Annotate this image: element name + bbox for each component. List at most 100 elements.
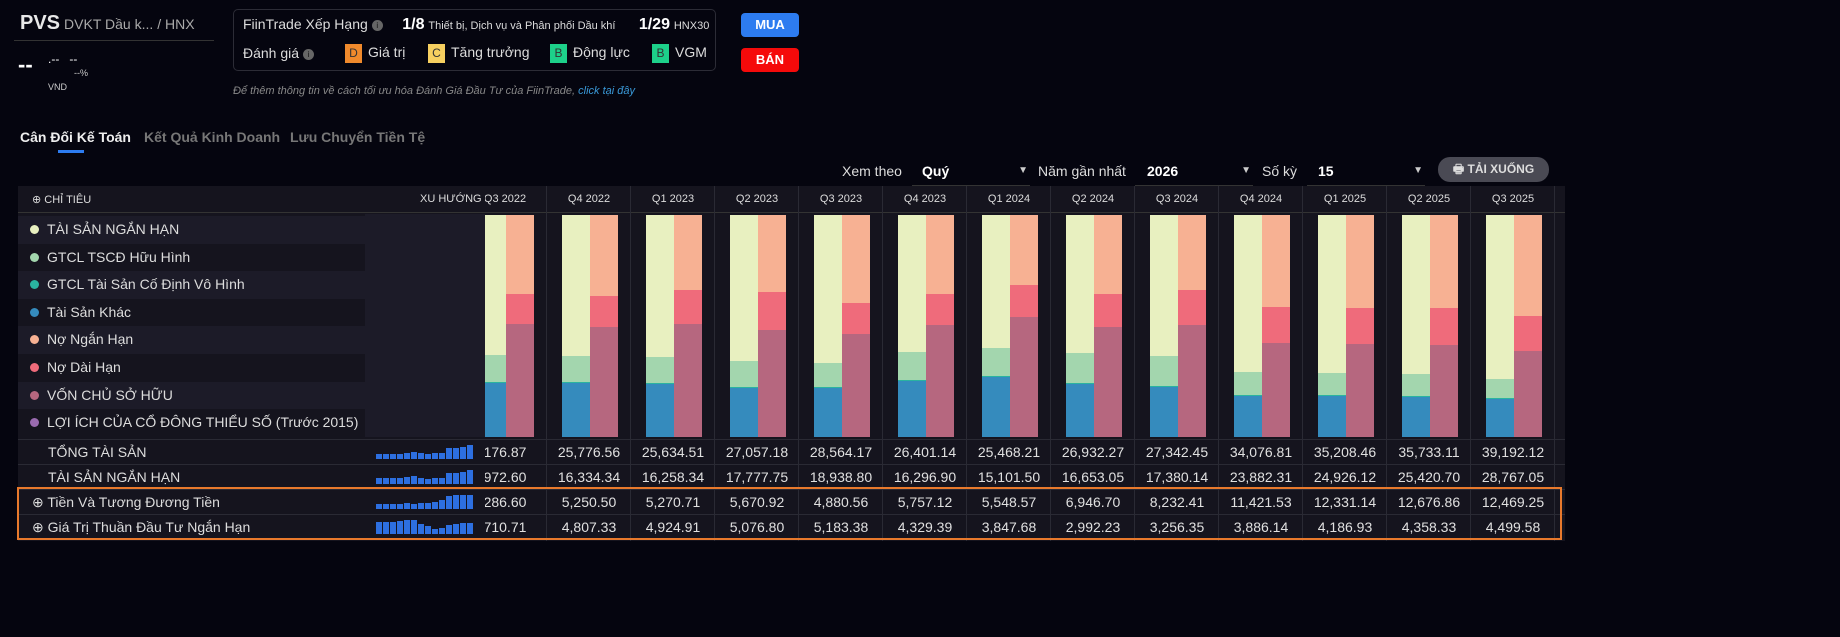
assets-bar[interactable] [982, 215, 1010, 437]
segment-other-assets[interactable] [1066, 383, 1094, 437]
buy-button[interactable]: MUA [741, 13, 799, 37]
segment-intangible-assets[interactable] [485, 382, 506, 384]
segment-other-assets[interactable] [485, 383, 506, 437]
segment-current-assets[interactable] [646, 215, 674, 358]
segment-current-assets[interactable] [898, 215, 926, 353]
liabilities-bar[interactable] [1010, 215, 1038, 437]
segment-other-assets[interactable] [562, 383, 590, 437]
segment-other-assets[interactable] [1402, 397, 1430, 437]
segment-tangible-assets[interactable] [898, 352, 926, 381]
segment-other-assets[interactable] [1234, 395, 1262, 437]
assets-bar[interactable] [562, 215, 590, 437]
segment-current-assets[interactable] [562, 215, 590, 357]
segment-other-assets[interactable] [898, 381, 926, 437]
table-row-label[interactable]: ⊕ Tiền Và Tương Đương Tiền [18, 494, 365, 511]
table-row-label[interactable]: ⊕ Giá Trị Thuần Đầu Tư Ngắn Hạn [18, 519, 365, 536]
view-select[interactable]: Quý ▼ [912, 158, 1030, 186]
segment-intangible-assets[interactable] [898, 380, 926, 382]
segment-other-assets[interactable] [1486, 399, 1514, 437]
segment-current-assets[interactable] [730, 215, 758, 362]
segment-tangible-assets[interactable] [1150, 356, 1178, 387]
segment-short-term-debt[interactable] [674, 215, 702, 291]
segment-tangible-assets[interactable] [1318, 373, 1346, 396]
segment-equity[interactable] [1010, 316, 1038, 437]
segment-long-term-debt[interactable] [1178, 289, 1206, 325]
segment-equity[interactable] [1430, 345, 1458, 437]
segment-other-assets[interactable] [646, 383, 674, 437]
segment-short-term-debt[interactable] [1178, 215, 1206, 290]
segment-short-term-debt[interactable] [1430, 215, 1458, 309]
segment-long-term-debt[interactable] [1514, 316, 1542, 352]
segment-other-assets[interactable] [730, 387, 758, 437]
segment-intangible-assets[interactable] [814, 387, 842, 388]
segment-equity[interactable] [590, 327, 618, 437]
sell-button[interactable]: BÁN [741, 48, 799, 72]
segment-current-assets[interactable] [1234, 215, 1262, 372]
segment-long-term-debt[interactable] [590, 296, 618, 328]
assets-bar[interactable] [1150, 215, 1178, 437]
assets-bar[interactable] [1486, 215, 1514, 437]
segment-other-assets[interactable] [982, 377, 1010, 437]
liabilities-bar[interactable] [1178, 215, 1206, 437]
segment-equity[interactable] [758, 330, 786, 437]
assets-bar[interactable] [730, 215, 758, 437]
assets-bar[interactable] [814, 215, 842, 437]
segment-equity[interactable] [674, 324, 702, 437]
segment-current-assets[interactable] [1402, 215, 1430, 375]
segment-tangible-assets[interactable] [1066, 353, 1094, 384]
segment-other-assets[interactable] [1150, 387, 1178, 437]
liabilities-bar[interactable] [1346, 215, 1374, 437]
segment-short-term-debt[interactable] [1346, 215, 1374, 309]
segment-equity[interactable] [926, 324, 954, 437]
segment-tangible-assets[interactable] [982, 348, 1010, 377]
assets-bar[interactable] [1402, 215, 1430, 437]
segment-intangible-assets[interactable] [1486, 398, 1514, 400]
segment-current-assets[interactable] [1066, 215, 1094, 354]
tab-cash-flow[interactable]: Lưu Chuyển Tiền Tệ [290, 129, 426, 145]
segment-intangible-assets[interactable] [982, 376, 1010, 378]
liabilities-bar[interactable] [506, 215, 534, 437]
liabilities-bar[interactable] [1514, 215, 1542, 437]
segment-tangible-assets[interactable] [814, 363, 842, 388]
year-select[interactable]: 2026 ▼ [1135, 158, 1253, 186]
liabilities-bar[interactable] [590, 215, 618, 437]
segment-long-term-debt[interactable] [1094, 294, 1122, 328]
segment-long-term-debt[interactable] [506, 294, 534, 325]
segment-short-term-debt[interactable] [1010, 215, 1038, 285]
segment-tangible-assets[interactable] [485, 355, 506, 383]
liabilities-bar[interactable] [674, 215, 702, 437]
liabilities-bar[interactable] [926, 215, 954, 437]
segment-tangible-assets[interactable] [1486, 379, 1514, 399]
segment-short-term-debt[interactable] [1094, 215, 1122, 295]
segment-short-term-debt[interactable] [590, 215, 618, 297]
note-link[interactable]: click tại đây [578, 85, 636, 97]
segment-long-term-debt[interactable] [674, 290, 702, 325]
segment-current-assets[interactable] [814, 215, 842, 364]
segment-tangible-assets[interactable] [730, 361, 758, 388]
liabilities-bar[interactable] [1430, 215, 1458, 437]
segment-intangible-assets[interactable] [646, 383, 674, 384]
expand-icon[interactable]: ⊕ [32, 494, 48, 510]
segment-equity[interactable] [506, 324, 534, 437]
segment-long-term-debt[interactable] [842, 302, 870, 334]
segment-intangible-assets[interactable] [1150, 386, 1178, 388]
liabilities-bar[interactable] [1094, 215, 1122, 437]
segment-short-term-debt[interactable] [1514, 215, 1542, 317]
segment-short-term-debt[interactable] [842, 215, 870, 303]
segment-tangible-assets[interactable] [562, 356, 590, 383]
segment-equity[interactable] [1094, 327, 1122, 437]
assets-bar[interactable] [1066, 215, 1094, 437]
segment-tangible-assets[interactable] [1402, 374, 1430, 397]
tab-income-statement[interactable]: Kết Quả Kinh Doanh [144, 129, 281, 145]
segment-equity[interactable] [1178, 324, 1206, 437]
segment-current-assets[interactable] [485, 215, 506, 356]
liabilities-bar[interactable] [758, 215, 786, 437]
segment-equity[interactable] [1262, 343, 1290, 437]
segment-equity[interactable] [1514, 351, 1542, 437]
segment-other-assets[interactable] [814, 387, 842, 437]
info-icon[interactable]: i [303, 48, 315, 60]
segment-intangible-assets[interactable] [1066, 383, 1094, 384]
segment-intangible-assets[interactable] [1402, 396, 1430, 398]
assets-bar[interactable] [1234, 215, 1262, 437]
segment-intangible-assets[interactable] [730, 387, 758, 388]
